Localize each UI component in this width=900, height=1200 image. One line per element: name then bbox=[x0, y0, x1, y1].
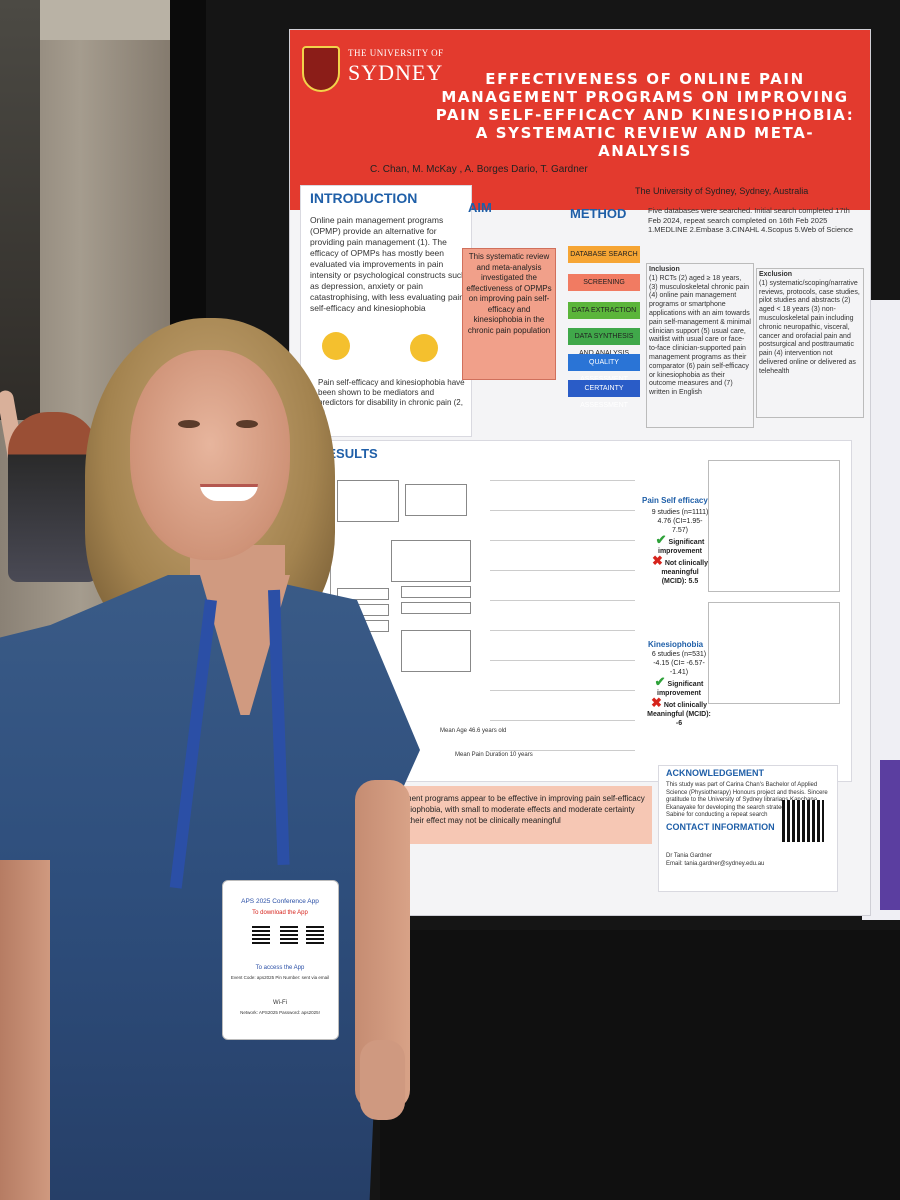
forest-plot-self-efficacy bbox=[708, 460, 840, 592]
presenter-dress bbox=[0, 575, 420, 1200]
presenter-hand bbox=[360, 1040, 405, 1120]
pse-significant: ✔ Significant improvement bbox=[655, 532, 705, 555]
floor-shadow bbox=[380, 930, 900, 1200]
presenter-smile bbox=[200, 484, 258, 501]
acknowledgement-heading: ACKNOWLEDGEMENT bbox=[666, 768, 764, 778]
pain-self-efficacy-result: 9 studies (n=1111) 4.76 (CI=1.95-7.57) ✔… bbox=[650, 508, 710, 586]
inclusion-criteria: Inclusion (1) RCTs (2) aged ≥ 18 years, (… bbox=[646, 263, 754, 428]
background-person bbox=[8, 412, 98, 582]
fearful-emoji-icon bbox=[410, 334, 438, 362]
poster-affiliation: The University of Sydney, Sydney, Austra… bbox=[635, 186, 809, 196]
inclusion-heading: Inclusion bbox=[649, 266, 680, 273]
confused-emoji-icon bbox=[322, 332, 350, 360]
aim-panel bbox=[462, 248, 556, 380]
mean-age-label: Mean Age 46.6 years old bbox=[440, 728, 507, 734]
table-row bbox=[490, 630, 635, 631]
conclusion-panel bbox=[370, 786, 652, 844]
kin-significant: ✔ Significant improvement bbox=[654, 674, 704, 697]
table-row bbox=[490, 570, 635, 571]
exclusion-heading: Exclusion bbox=[759, 271, 793, 278]
presenter-eye bbox=[178, 420, 200, 428]
prisma-box bbox=[401, 630, 471, 672]
prisma-box bbox=[401, 602, 471, 614]
prisma-box bbox=[405, 484, 467, 516]
check-icon: ✔ bbox=[655, 532, 667, 547]
contact-heading: CONTACT INFORMATION bbox=[666, 822, 775, 832]
kinesiophobia-result: 6 studies (n=531) -4.15 (CI= -6.57- -1.4… bbox=[646, 650, 712, 728]
acknowledgement-text: This study was part of Carina Chan's Bac… bbox=[666, 782, 828, 818]
presenter-eye bbox=[236, 420, 258, 428]
qr-code-icon bbox=[252, 926, 270, 944]
method-step: QUALITY ASSESSMENT bbox=[568, 354, 640, 383]
badge-wifi-label: Wi-Fi bbox=[273, 1000, 287, 1006]
method-step: CERTAINTY ASSESSMENT bbox=[568, 380, 640, 409]
method-step: DATA EXTRACTION bbox=[568, 302, 640, 319]
university-label-small: THE UNIVERSITY OF bbox=[348, 48, 444, 58]
university-label: SYDNEY bbox=[348, 60, 444, 85]
contact-info: Dr Tania Gardner Email: tania.gardner@syd… bbox=[666, 853, 765, 867]
adjacent-poster-stripe bbox=[880, 760, 900, 910]
qr-code-icon bbox=[306, 926, 324, 944]
conference-badge bbox=[222, 880, 339, 1040]
conclusion-text: management programs appear to be effecti… bbox=[376, 794, 645, 825]
method-step: DATA SYNTHESIS AND ANALYSIS bbox=[568, 328, 640, 357]
badge-download-label: To download the App bbox=[252, 910, 308, 916]
pain-self-efficacy-heading: Pain Self efficacy bbox=[642, 496, 708, 505]
cross-icon: ✖ bbox=[651, 553, 663, 568]
presenter-face bbox=[130, 350, 290, 560]
introduction-text-2: Pain self-efficacy and kinesiophobia hav… bbox=[318, 378, 465, 417]
introduction-heading: INTRODUCTION bbox=[310, 190, 418, 206]
poster-title: EFFECTIVENESS OF ONLINE PAIN MANAGEMENT … bbox=[435, 70, 855, 160]
pse-effect: 9 studies (n=1111) 4.76 (CI=1.95-7.57) bbox=[651, 509, 709, 534]
table-row bbox=[490, 600, 635, 601]
cross-icon: ✖ bbox=[650, 695, 662, 710]
prisma-box bbox=[401, 586, 471, 598]
database-search-text: Five databases were searched. Initial se… bbox=[648, 206, 854, 234]
introduction-panel bbox=[300, 185, 472, 437]
method-step: SCREENING bbox=[568, 274, 640, 291]
kin-not-meaningful: ✖ Not clinically Meaningful (MCID): -6 bbox=[647, 695, 711, 727]
exclusion-text: (1) systematic/scoping/narrative reviews… bbox=[759, 279, 860, 375]
badge-access-label: To access the App bbox=[255, 965, 305, 971]
introduction-text: Online pain management programs (OPMP) p… bbox=[310, 215, 466, 313]
kin-effect: 6 studies (n=531) -4.15 (CI= -6.57- -1.4… bbox=[651, 651, 707, 676]
presenter-arm bbox=[0, 860, 50, 1200]
aim-text: This systematic review and meta-analysis… bbox=[466, 252, 552, 335]
table-row bbox=[490, 540, 635, 541]
pse-not-meaningful: ✖ Not clinically meaningful (MCID): 5.5 bbox=[651, 553, 709, 585]
mean-duration-label: Mean Pain Duration 10 years bbox=[455, 752, 533, 758]
check-icon: ✔ bbox=[654, 674, 666, 689]
method-heading: METHOD bbox=[570, 206, 627, 221]
background-window bbox=[0, 0, 40, 420]
table-row bbox=[490, 750, 635, 751]
poster-header bbox=[290, 30, 870, 210]
prisma-box bbox=[337, 480, 399, 522]
aim-heading: AIM bbox=[468, 200, 492, 215]
qr-code-icon bbox=[280, 926, 298, 944]
badge-codes: Event Code: aps2025 Pin Number: sent via… bbox=[230, 975, 330, 980]
kinesiophobia-heading: Kinesiophobia bbox=[648, 640, 704, 649]
university-crest-icon bbox=[302, 46, 340, 92]
exclusion-criteria: Exclusion (1) systematic/scoping/narrativ… bbox=[756, 268, 864, 418]
badge-network-info: Network: APS2025 Password: aps2025! bbox=[240, 1010, 320, 1015]
table-row bbox=[490, 720, 635, 721]
prisma-box bbox=[391, 540, 471, 582]
prisma-box bbox=[337, 588, 389, 600]
table-row bbox=[490, 510, 635, 511]
table-row bbox=[490, 690, 635, 691]
included-studies-table bbox=[490, 450, 635, 780]
references-text bbox=[380, 856, 650, 906]
table-row bbox=[490, 480, 635, 481]
method-step: DATABASE SEARCH bbox=[568, 246, 640, 263]
forest-plot-kinesiophobia bbox=[708, 602, 840, 704]
table-row bbox=[490, 660, 635, 661]
poster-authors: C. Chan, M. McKay , A. Borges Dario, T. … bbox=[370, 164, 588, 175]
inclusion-text: (1) RCTs (2) aged ≥ 18 years, (3) muscul… bbox=[649, 274, 751, 397]
qr-code-icon bbox=[782, 800, 824, 842]
badge-title: APS 2025 Conference App bbox=[241, 898, 319, 905]
